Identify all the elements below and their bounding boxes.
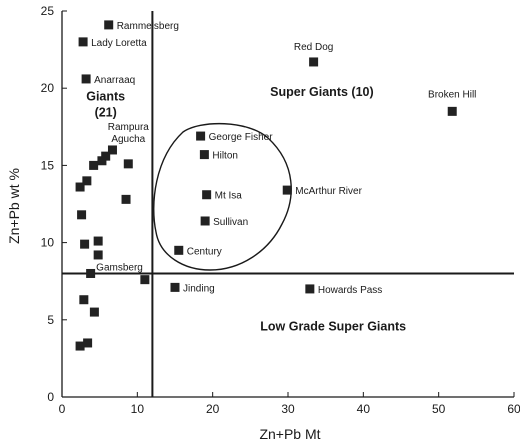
data-point [202, 190, 212, 200]
x-tick-label: 0 [59, 402, 66, 416]
x-tick-label: 30 [281, 402, 295, 416]
data-point [86, 268, 96, 278]
point-label: Hilton [212, 151, 238, 162]
point-label: Mt Isa [215, 191, 243, 202]
data-point [93, 250, 103, 260]
data-point [200, 216, 210, 226]
point-label: Anarraaq [94, 75, 135, 86]
data-point [77, 210, 87, 220]
data-point [75, 341, 85, 351]
data-point [196, 131, 206, 141]
data-point [97, 156, 107, 166]
data-point [104, 20, 114, 30]
region-sublabel: (21) [95, 106, 117, 120]
data-point [305, 284, 315, 294]
data-point [80, 239, 90, 249]
cluster-outline-curve [153, 123, 292, 271]
point-label: Jinding [183, 283, 215, 294]
point-labels: Rammelsberg Lady Loretta Anarraaq Red Dog Br… [91, 21, 476, 296]
y-tick-label: 10 [41, 236, 55, 250]
y-tick-label: 5 [47, 313, 54, 327]
point-label: Century [187, 246, 222, 257]
y-tick-label: 15 [41, 158, 55, 172]
region-label: Giants [86, 90, 125, 104]
point-label: McArthur River [295, 186, 362, 197]
data-point [107, 145, 117, 155]
data-point [82, 176, 92, 186]
data-point [140, 275, 150, 285]
data-point [79, 295, 89, 305]
x-tick-label: 60 [507, 402, 520, 416]
y-axis-title: Zn+Pb wt % [6, 168, 22, 244]
point-label: Red Dog [294, 42, 333, 53]
data-point [199, 150, 209, 160]
x-tick-label: 10 [131, 402, 145, 416]
region-label: Super Giants (10) [270, 85, 374, 99]
data-points [75, 20, 457, 351]
axes [61, 11, 514, 398]
point-label: Sullivan [213, 217, 248, 228]
region-labels: Giants (21) Super Giants (10) Low Grade Sup… [86, 85, 406, 334]
data-point [174, 245, 184, 255]
point-label: George Fisher [209, 132, 274, 143]
data-point [123, 159, 133, 169]
x-tick-label: 40 [357, 402, 371, 416]
region-label: Low Grade Super Giants [260, 320, 406, 334]
data-point [83, 338, 93, 348]
axis-ticks: 0 10 20 30 40 50 60 0 5 10 15 20 25 [41, 4, 520, 416]
y-tick-label: 0 [47, 390, 54, 404]
data-point [309, 57, 319, 67]
point-label: Lady Loretta [91, 38, 147, 49]
deposit-cluster-outline [153, 123, 292, 271]
y-tick-label: 25 [41, 4, 55, 18]
point-label: Rampura Agucha [108, 122, 150, 145]
data-point [101, 151, 111, 161]
data-point [93, 236, 103, 246]
data-point [170, 282, 180, 292]
data-point [89, 160, 99, 170]
y-tick-label: 20 [41, 81, 55, 95]
point-label: Gamsberg [96, 263, 143, 274]
data-point [78, 37, 88, 47]
data-point [81, 74, 91, 84]
x-tick-label: 50 [432, 402, 446, 416]
data-point [121, 194, 131, 204]
data-point [282, 185, 292, 195]
data-point [89, 307, 99, 317]
x-axis-title: Zn+Pb Mt [259, 426, 320, 442]
data-point [75, 182, 85, 192]
data-point [447, 106, 457, 116]
point-label: Rammelsberg [117, 21, 179, 32]
point-label: Broken Hill [428, 89, 476, 100]
point-label: Howards Pass [318, 285, 382, 296]
threshold-lines [62, 11, 514, 397]
x-tick-label: 20 [206, 402, 220, 416]
